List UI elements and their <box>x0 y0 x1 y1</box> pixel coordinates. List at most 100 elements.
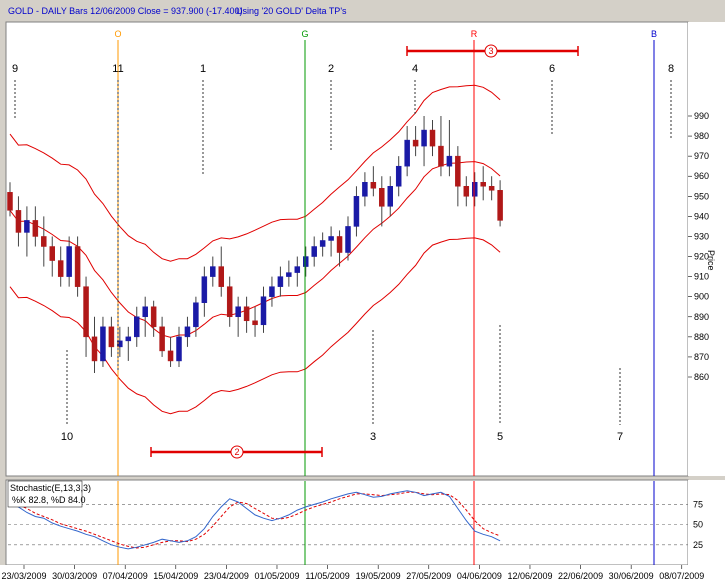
candle-body <box>142 306 148 318</box>
header-info: - DAILY Bars 12/06/2009 Close = 937.900 … <box>36 6 243 16</box>
candle-body <box>117 340 123 348</box>
range-bar-badge <box>484 44 498 58</box>
marker-label: R <box>471 29 478 39</box>
osc-d-line <box>9 491 501 549</box>
price-tick-label: 920 <box>694 252 709 262</box>
candle-body <box>24 220 30 233</box>
candle-body <box>235 306 241 318</box>
stochastic-oscillator <box>9 490 501 550</box>
band-upper <box>9 84 501 262</box>
price-axis-label: Price <box>706 250 716 271</box>
candle-body <box>193 302 199 328</box>
candle-body <box>387 186 393 207</box>
candle-body <box>100 326 106 362</box>
price-tick-label: 860 <box>694 372 709 382</box>
candle-body <box>134 316 140 338</box>
top-point-label: 11 <box>112 63 123 75</box>
candle-body <box>286 272 292 277</box>
price-tick-label: 960 <box>694 171 709 181</box>
date-tick-label: 30/06/2009 <box>609 571 654 581</box>
osc-k-line <box>9 490 501 550</box>
candle-body <box>429 129 436 147</box>
top-point-label: 2 <box>328 63 334 75</box>
candle-body <box>150 306 157 328</box>
date-tick-label: 12/06/2009 <box>507 571 552 581</box>
candle-body <box>32 220 39 237</box>
candle-body <box>370 182 377 189</box>
bottom-point-label: 3 <box>370 431 376 443</box>
candle-body <box>49 246 55 261</box>
osc-legend-box <box>7 480 83 508</box>
candle-body <box>404 139 410 167</box>
candle-body <box>57 260 64 277</box>
candle-body <box>83 286 89 338</box>
candle-body <box>277 276 284 287</box>
candle-body <box>201 276 208 303</box>
date-tick-label: 23/03/2009 <box>1 571 46 581</box>
axes: 990 980 970 960 950 940 930 920 910 900 890 880 870 8… <box>1 111 709 581</box>
bottom-point-label: 7 <box>617 431 623 443</box>
candle-body <box>438 145 444 167</box>
date-axis-area <box>0 565 725 584</box>
range-bar-label: 2 <box>234 447 239 457</box>
grid <box>8 504 688 546</box>
candle-body <box>294 266 301 273</box>
osc-values: %K 82.8, %D 84.0 <box>12 495 86 505</box>
osc-name: Stochastic(E,13,3,3) <box>10 483 91 493</box>
candle-body <box>125 336 132 342</box>
candle-body <box>243 306 250 322</box>
candle-body <box>252 320 258 326</box>
candle-body <box>412 139 419 147</box>
candle-body <box>41 236 47 247</box>
date-tick-label: 11/05/2009 <box>305 571 349 581</box>
candle-body <box>480 182 486 187</box>
price-tick-label: 900 <box>694 292 709 302</box>
oscillator-panel <box>5 479 689 566</box>
bottom-point-label: 5 <box>497 431 503 443</box>
price-tick-label: 990 <box>694 111 709 121</box>
date-tick-label: 23/04/2009 <box>204 571 249 581</box>
date-tick-label: 07/04/2009 <box>103 571 148 581</box>
candle-body <box>336 236 343 253</box>
candle-body <box>176 336 182 362</box>
price-tick-label: 980 <box>694 131 709 141</box>
candle-body <box>91 336 98 362</box>
price-tick-label: 930 <box>694 231 709 241</box>
osc-tick-label: 25 <box>693 540 703 550</box>
price-tick-label: 880 <box>694 332 709 342</box>
candle-body <box>159 326 165 352</box>
candle-body <box>446 155 453 167</box>
candle-body <box>260 296 267 326</box>
candle-body <box>210 266 216 277</box>
candle-body <box>328 236 334 241</box>
marker-label: B <box>651 29 657 39</box>
candle-body <box>74 246 81 287</box>
top-point-label: 8 <box>668 63 674 75</box>
date-tick-label: 22/06/2009 <box>558 571 603 581</box>
candle-body <box>488 186 495 191</box>
candle-body <box>395 165 402 187</box>
candle-body <box>184 326 191 338</box>
price-tick-label: 970 <box>694 151 709 161</box>
top-point-label: 6 <box>549 63 555 75</box>
date-tick-label: 30/03/2009 <box>52 571 97 581</box>
candle-body <box>15 210 22 233</box>
date-tick-label: 04/06/2009 <box>457 571 502 581</box>
candle-body <box>379 188 385 207</box>
top-point-label: 1 <box>200 63 206 75</box>
marker-label: O <box>114 29 121 39</box>
candle-body <box>311 246 317 257</box>
osc-tick-label: 50 <box>693 520 703 530</box>
price-tick-label: 890 <box>694 312 709 322</box>
price-tick-label: 950 <box>694 191 709 201</box>
candle-body <box>472 182 478 197</box>
candle-body <box>421 129 427 147</box>
candle-body <box>269 286 275 297</box>
range-bars: 32 <box>150 44 579 459</box>
date-tick-label: 01/05/2009 <box>254 571 299 581</box>
candle-body <box>303 256 309 267</box>
envelope-bands <box>9 84 501 415</box>
price-axis-area <box>688 22 725 476</box>
candle-body <box>463 186 470 197</box>
candle-body <box>108 326 115 348</box>
